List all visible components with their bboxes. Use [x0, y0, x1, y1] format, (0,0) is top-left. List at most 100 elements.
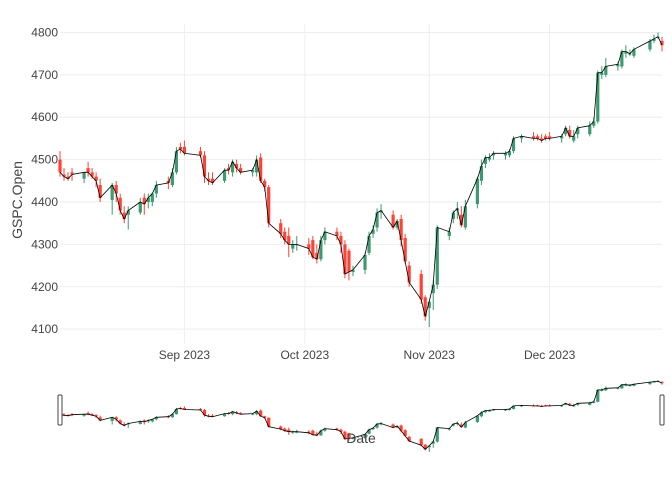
main-plot-area[interactable]: [58, 32, 664, 328]
mini-candle-body: [487, 410, 492, 412]
candle-body: [210, 178, 215, 183]
mini-candle-body: [560, 405, 564, 407]
candle-body: [251, 170, 255, 173]
mini-candle-body: [403, 430, 407, 436]
mini-candle-body: [491, 409, 496, 411]
candle-body: [118, 197, 122, 211]
candle-body: [339, 235, 343, 245]
candle-body: [564, 127, 568, 135]
candle-body: [431, 284, 435, 294]
mini-candle-body: [475, 415, 479, 422]
candle-body: [279, 223, 283, 234]
candle-body: [150, 193, 154, 203]
mini-candle-body: [222, 413, 227, 417]
mini-candle-body: [255, 411, 259, 415]
x-tick-label: Dec 2023: [524, 348, 576, 362]
candle-body: [628, 53, 632, 55]
candle-body: [154, 185, 158, 194]
candle-body: [403, 238, 407, 262]
candle-body: [620, 51, 624, 67]
mini-candle-body: [519, 405, 524, 407]
candle-body: [323, 231, 327, 241]
mini-candle-body: [564, 403, 568, 405]
mini-candle-body: [419, 438, 423, 446]
candle-body: [198, 151, 203, 156]
candle-body: [94, 176, 98, 181]
mini-candle-body: [407, 436, 411, 442]
mini-candle-body: [435, 427, 439, 442]
mini-candle-body: [114, 417, 118, 420]
mini-candle-body: [395, 426, 399, 428]
candle-body: [419, 274, 423, 300]
candle-body: [568, 129, 572, 137]
candle-body: [98, 185, 102, 198]
candle-body: [503, 153, 508, 156]
candle-body: [146, 197, 150, 203]
candle-body: [427, 301, 431, 308]
mini-candle-body: [291, 431, 295, 433]
mini-candle-body: [239, 413, 243, 415]
mini-candle-body: [507, 408, 512, 411]
candle-body: [263, 180, 267, 188]
mini-candle-body: [483, 410, 488, 413]
candle-body: [572, 136, 576, 141]
x-axis-ticks: Sep 2023 Oct 2023 Nov 2023 Dec 2023: [159, 348, 576, 362]
candle-body: [114, 185, 118, 194]
close-price-line: [59, 36, 663, 317]
mini-candle-body: [259, 410, 263, 417]
mini-candle-body: [391, 424, 395, 428]
candle-body: [548, 136, 552, 139]
candle-body: [560, 136, 564, 139]
candle-body: [110, 185, 114, 200]
mini-candle-body: [632, 384, 636, 386]
candle-body: [483, 157, 488, 164]
candle-body: [407, 265, 411, 283]
range-slider-right-handle[interactable]: [659, 394, 665, 426]
x-tick-label: Nov 2023: [404, 348, 456, 362]
candle-body: [230, 161, 235, 173]
candle-body: [311, 240, 315, 258]
candle-body: [66, 176, 70, 179]
mini-candle-body: [287, 429, 291, 432]
candle-body: [604, 66, 608, 75]
range-slider-left-handle[interactable]: [57, 394, 63, 426]
mini-candle-body: [596, 389, 600, 402]
range-slider[interactable]: [57, 378, 665, 456]
mini-candle-body: [170, 414, 174, 418]
candle-body: [182, 146, 187, 154]
candle-body: [423, 297, 427, 317]
mini-candle-body: [118, 420, 122, 424]
mini-candle-body: [427, 445, 431, 448]
candle-body: [596, 72, 600, 122]
mini-close-price-line: [59, 380, 663, 450]
y-tick-label: 4500: [31, 153, 58, 167]
candle-body: [363, 254, 367, 270]
mini-candle-body: [367, 429, 371, 434]
mini-candle-body: [600, 389, 604, 391]
candle-body: [343, 244, 347, 275]
mini-candle-body: [576, 403, 580, 405]
candle-body: [295, 244, 299, 246]
candle-body: [202, 155, 207, 177]
candle-body: [62, 174, 66, 177]
mini-candle-body: [463, 422, 467, 428]
mini-candle-body: [511, 405, 516, 409]
candle-body: [459, 214, 463, 226]
mini-candle-body: [431, 441, 435, 444]
mini-candle-body: [351, 437, 355, 439]
mini-candle-body: [648, 382, 652, 385]
mini-candle-body: [263, 416, 267, 418]
candle-body: [652, 38, 656, 41]
mini-candle-body: [459, 424, 463, 428]
mini-candle-body: [572, 405, 576, 407]
mini-candle-body: [379, 423, 383, 425]
candle-body: [287, 235, 291, 245]
mini-candle-body: [86, 413, 90, 415]
candle-body: [283, 231, 287, 241]
candle-body: [82, 172, 86, 179]
mini-candle-body: [479, 412, 483, 417]
candle-body: [335, 231, 339, 236]
candle-body: [531, 136, 536, 139]
mini-candle-body: [347, 433, 351, 439]
candle-body: [126, 210, 130, 215]
